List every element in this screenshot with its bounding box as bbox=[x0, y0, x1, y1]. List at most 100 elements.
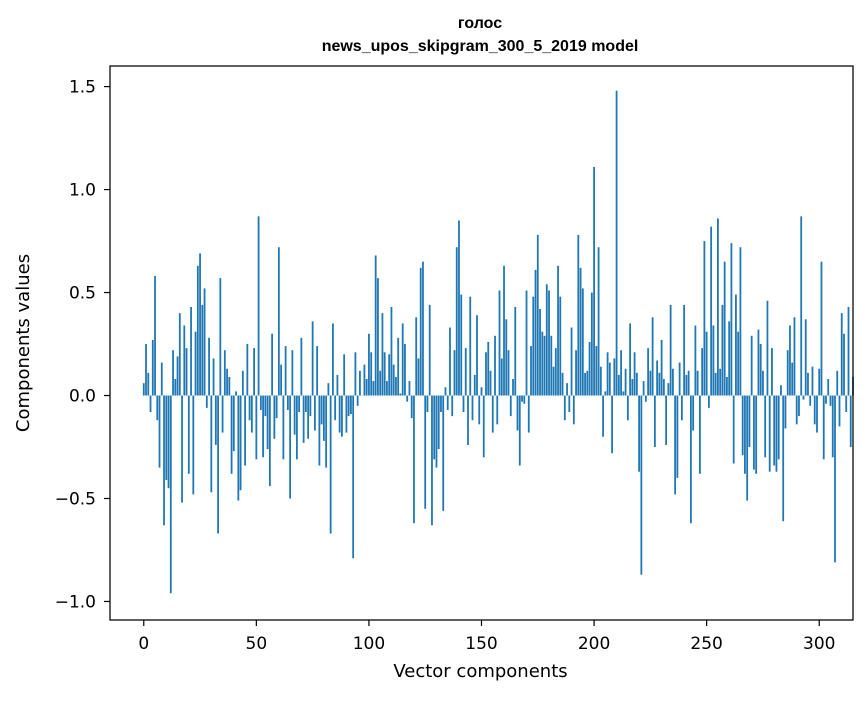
bar-component-171 bbox=[528, 396, 530, 433]
x-axis-label: Vector components bbox=[393, 661, 567, 682]
bar-component-45 bbox=[244, 396, 246, 466]
y-tick-label: 0.0 bbox=[69, 387, 96, 407]
bar-component-58 bbox=[273, 396, 275, 439]
bar-component-259 bbox=[726, 377, 728, 396]
bar-component-98 bbox=[364, 365, 366, 396]
x-tick-label: 250 bbox=[690, 634, 722, 654]
bar-component-198 bbox=[589, 342, 591, 396]
bar-component-279 bbox=[771, 348, 773, 395]
bar-component-237 bbox=[676, 396, 678, 478]
bar-component-93 bbox=[352, 396, 354, 559]
bar-component-238 bbox=[679, 363, 681, 396]
bar-component-145 bbox=[469, 297, 471, 396]
bar-component-275 bbox=[762, 371, 764, 396]
bar-component-182 bbox=[553, 367, 555, 396]
bar-component-299 bbox=[816, 396, 818, 433]
bar-component-303 bbox=[825, 396, 827, 404]
x-tick-label: 200 bbox=[578, 634, 610, 654]
bar-component-284 bbox=[782, 396, 784, 522]
bar-component-217 bbox=[631, 379, 633, 395]
bar-component-177 bbox=[541, 332, 543, 396]
chart-title: голос bbox=[458, 15, 502, 32]
bar-component-262 bbox=[733, 396, 735, 464]
bar-component-104 bbox=[377, 278, 379, 395]
bar-component-56 bbox=[269, 396, 271, 487]
y-tick-label: 1.5 bbox=[69, 78, 96, 98]
bar-component-228 bbox=[656, 361, 658, 396]
bar-component-309 bbox=[839, 396, 841, 427]
bar-component-16 bbox=[179, 313, 181, 395]
y-tick-label: −1.0 bbox=[55, 592, 96, 612]
bar-component-229 bbox=[658, 373, 660, 396]
y-tick-label: −0.5 bbox=[55, 489, 96, 509]
x-tick-label: 0 bbox=[138, 634, 149, 654]
bar-component-71 bbox=[303, 396, 305, 443]
bar-component-19 bbox=[186, 348, 188, 395]
bar-component-187 bbox=[564, 396, 566, 421]
bar-component-18 bbox=[183, 325, 185, 395]
bar-component-210 bbox=[616, 91, 618, 396]
bar-component-10 bbox=[165, 396, 167, 480]
bar-component-20 bbox=[188, 396, 190, 474]
bar-component-220 bbox=[638, 396, 640, 472]
bar-component-80 bbox=[323, 396, 325, 441]
y-tick-label: 0.5 bbox=[69, 284, 96, 304]
bar-component-219 bbox=[636, 373, 638, 396]
bar-component-156 bbox=[494, 336, 496, 396]
bar-component-232 bbox=[665, 396, 667, 445]
bar-component-164 bbox=[512, 379, 514, 395]
bar-component-23 bbox=[195, 332, 197, 396]
bar-component-202 bbox=[598, 247, 600, 395]
bar-component-243 bbox=[690, 396, 692, 524]
bar-component-109 bbox=[388, 354, 390, 395]
bar-component-223 bbox=[645, 396, 647, 402]
bar-component-119 bbox=[411, 396, 413, 419]
bar-component-289 bbox=[794, 317, 796, 395]
bar-component-263 bbox=[735, 295, 737, 396]
bar-component-250 bbox=[706, 332, 708, 396]
bar-component-166 bbox=[517, 396, 519, 431]
bar-component-245 bbox=[694, 325, 696, 395]
bar-component-281 bbox=[776, 396, 778, 472]
bar-component-87 bbox=[339, 396, 341, 433]
bar-component-276 bbox=[764, 396, 766, 458]
y-axis-label: Components values bbox=[13, 254, 34, 432]
bar-component-105 bbox=[379, 371, 381, 396]
bar-component-31 bbox=[213, 358, 215, 395]
bar-component-277 bbox=[767, 301, 769, 396]
bar-component-197 bbox=[586, 371, 588, 396]
bar-component-296 bbox=[809, 396, 811, 406]
bar-component-134 bbox=[445, 387, 447, 395]
bar-component-257 bbox=[722, 305, 724, 396]
bar-component-314 bbox=[850, 396, 852, 447]
bar-component-173 bbox=[532, 297, 534, 396]
bar-component-147 bbox=[474, 375, 476, 396]
bar-component-258 bbox=[724, 262, 726, 396]
bar-component-53 bbox=[262, 396, 264, 458]
bar-component-227 bbox=[654, 396, 656, 447]
bar-component-157 bbox=[496, 396, 498, 425]
bar-component-268 bbox=[746, 396, 748, 501]
bar-component-43 bbox=[240, 396, 242, 491]
bar-component-293 bbox=[803, 396, 805, 400]
bar-component-63 bbox=[285, 346, 287, 395]
bar-component-92 bbox=[350, 396, 352, 415]
bar-component-201 bbox=[595, 346, 597, 395]
bar-component-140 bbox=[458, 220, 460, 395]
bar-component-233 bbox=[667, 383, 669, 395]
bar-component-151 bbox=[483, 396, 485, 458]
bar-component-25 bbox=[199, 253, 201, 395]
bar-component-124 bbox=[422, 262, 424, 396]
bar-component-78 bbox=[318, 396, 320, 466]
bar-component-142 bbox=[463, 396, 465, 412]
bar-component-176 bbox=[539, 309, 541, 396]
bar-component-297 bbox=[812, 367, 814, 396]
bar-component-67 bbox=[294, 396, 296, 435]
bar-component-167 bbox=[519, 396, 521, 466]
bar-component-225 bbox=[649, 371, 651, 396]
bar-component-213 bbox=[622, 391, 624, 395]
bar-component-154 bbox=[490, 371, 492, 396]
bar-component-221 bbox=[640, 396, 642, 575]
